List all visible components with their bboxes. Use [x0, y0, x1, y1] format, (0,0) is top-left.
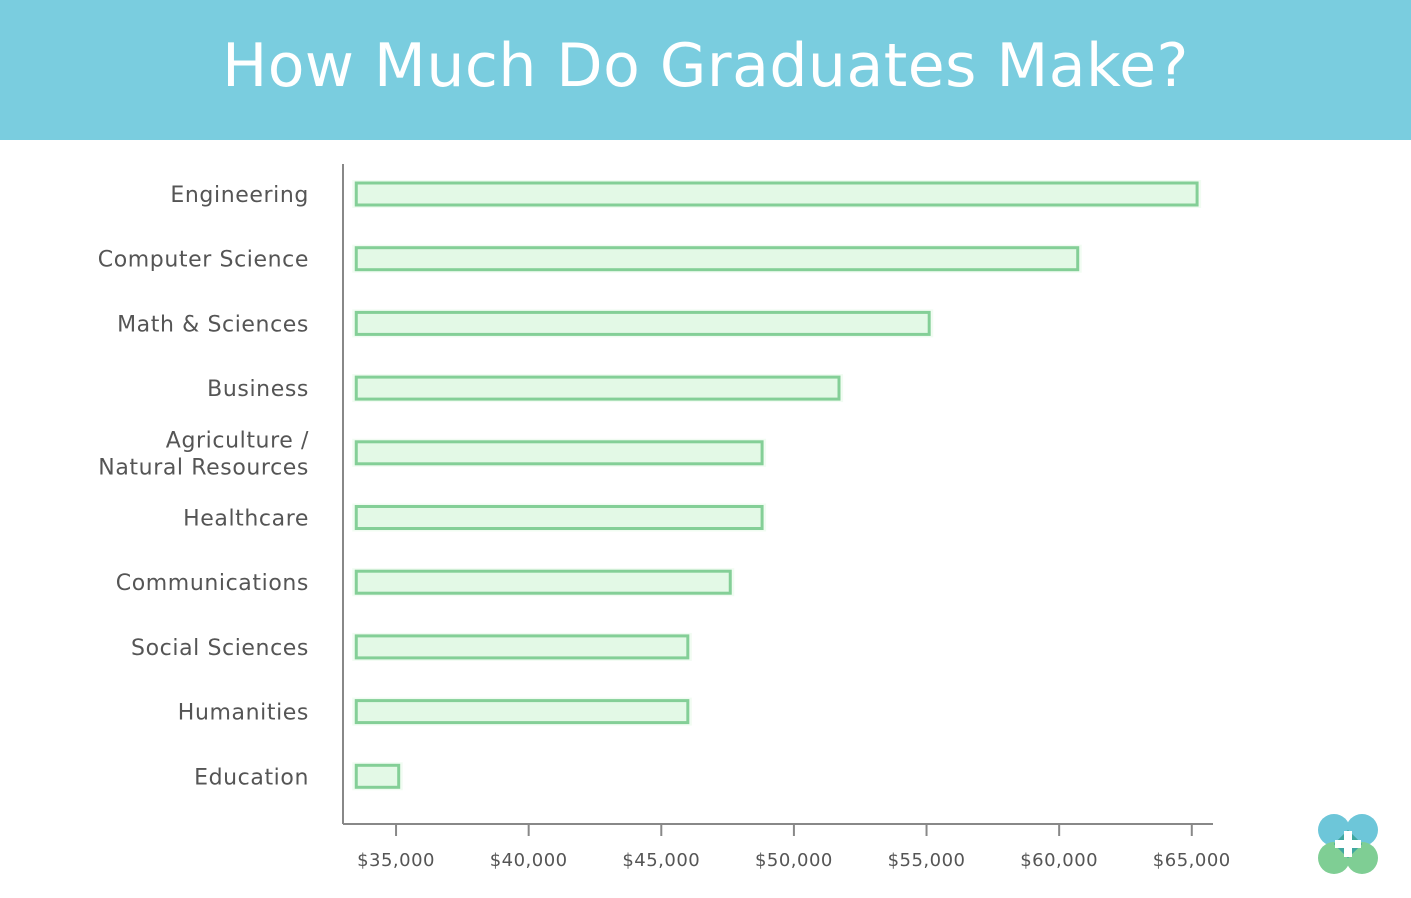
category-label: Natural Resources: [98, 455, 309, 480]
category-label: Math & Sciences: [117, 312, 309, 337]
x-tick-label: $55,000: [888, 850, 966, 871]
bar: [354, 375, 841, 401]
bar: [354, 699, 690, 725]
x-tick-label: $60,000: [1020, 850, 1098, 871]
x-tick-label: $35,000: [357, 850, 435, 871]
bar: [354, 763, 401, 789]
bar: [354, 569, 732, 595]
medical-cross-icon: [1318, 814, 1378, 874]
x-tick-label: $50,000: [755, 850, 833, 871]
x-tick-label: $65,000: [1153, 850, 1231, 871]
bar: [354, 181, 1199, 207]
category-label: Computer Science: [98, 248, 309, 273]
category-label: Communications: [116, 571, 309, 596]
bar: [354, 440, 764, 466]
bar-chart: $35,000 $40,000 $45,000 $50,000 $55,000 $60,0…: [98, 164, 1231, 871]
category-label: Humanities: [178, 701, 309, 726]
x-tick-label: $45,000: [622, 850, 700, 871]
category-label: Education: [194, 765, 309, 790]
bar: [354, 310, 931, 336]
category-label: Healthcare: [183, 507, 309, 532]
page-title: How Much Do Graduates Make?: [222, 31, 1189, 101]
x-tick-label: $40,000: [490, 850, 568, 871]
category-label: Business: [207, 377, 309, 402]
category-label: Engineering: [170, 183, 309, 208]
category-label: Agriculture /: [166, 428, 309, 453]
header-banner: How Much Do Graduates Make?: [0, 0, 1411, 140]
bar: [354, 246, 1080, 272]
category-label: Social Sciences: [131, 636, 309, 661]
bar: [354, 505, 764, 530]
bar: [354, 634, 690, 660]
